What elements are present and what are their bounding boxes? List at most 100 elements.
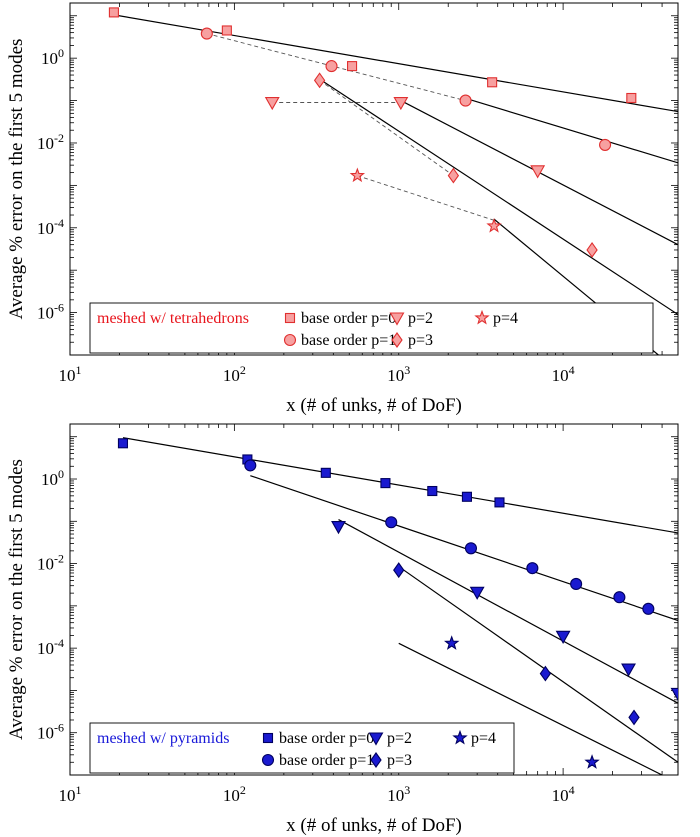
plot-frame [69, 423, 679, 776]
fit-line-p-3 [398, 566, 678, 763]
data-point-p-2 [469, 586, 485, 600]
data-point-p-4 [584, 754, 600, 769]
data-point-base-order-p-0 [626, 92, 637, 104]
plot-data [108, 7, 678, 355]
legend-label-p-3: p=3 [387, 752, 412, 769]
data-point-base-order-p-1 [464, 542, 478, 555]
data-point-base-order-p-0 [117, 438, 129, 449]
data-point-p-3 [447, 167, 460, 184]
x-tick-label: 101 [59, 363, 82, 385]
data-point-base-order-p-0 [427, 485, 438, 497]
legend-label-base-order-p-1: base order p=1 [301, 332, 396, 349]
data-point-p-4 [349, 167, 366, 183]
legend-box [89, 302, 654, 354]
x-tick-label: 101 [59, 783, 82, 805]
y-axis-label: Average % error on the first 5 modes [6, 39, 27, 320]
data-point-p-4 [486, 217, 502, 233]
connector-p-4 [357, 175, 495, 221]
legend-entry-p-2: p=2 [389, 310, 433, 327]
data-point-base-order-p-0 [347, 61, 358, 72]
legend-title: meshed w/ tetrahedrons [97, 310, 249, 327]
legend-entry-p-2: p=2 [368, 730, 412, 747]
data-point-p-3 [313, 72, 326, 89]
data-point-base-order-p-1 [459, 94, 472, 107]
legend-box [89, 722, 515, 774]
fit-line-p-3 [319, 78, 678, 316]
legend-entry-p-4: p=4 [474, 309, 518, 327]
legend-title: meshed w/ pyramids [97, 730, 229, 747]
fit-line-p-2 [338, 519, 678, 704]
data-point-base-order-p-1 [570, 577, 583, 590]
legend-label-p-4: p=4 [471, 730, 496, 747]
data-point-base-order-p-1 [613, 591, 626, 604]
legend-label-base-order-p-0: base order p=0 [279, 730, 374, 747]
data-point-base-order-p-1 [244, 459, 257, 472]
fit-line-base-order-p-1 [465, 97, 678, 164]
legend-entry-base-order-p-0: base order p=0 [262, 730, 374, 747]
legend-entry-p-4: p=4 [452, 729, 496, 747]
data-point-base-order-p-1 [642, 602, 655, 615]
legend-marker-p-4 [474, 309, 490, 325]
x-axis-label: x (# of unks, # of DoF) [286, 395, 462, 416]
legend-marker-p-4 [452, 729, 468, 745]
fit-line-p-4 [398, 642, 663, 775]
legend-entry-base-order-p-1: base order p=1 [261, 752, 374, 769]
legend-marker-base-order-p-0 [284, 312, 296, 324]
x-tick-label: 104 [552, 363, 575, 385]
x-tick-label: 103 [387, 363, 410, 385]
data-point-p-2 [264, 96, 280, 111]
data-point-p-3 [586, 242, 598, 258]
y-axis: 100 10-2 10-4 10-6 Average % error on the fi… [6, 423, 678, 776]
y-axis: 100 10-2 10-4 10-6 Average % error on the fi… [6, 2, 678, 356]
x-tick-label: 104 [552, 783, 575, 805]
data-point-base-order-p-1 [526, 562, 539, 575]
fit-line-base-order-p-1 [250, 475, 678, 622]
connector-p-3 [319, 79, 454, 176]
y-tick-label: 10-6 [37, 721, 64, 743]
data-point-p-2 [530, 165, 546, 179]
x-tick-label: 103 [387, 783, 410, 805]
y-tick-label: 10-2 [37, 552, 64, 574]
data-point-base-order-p-1 [200, 27, 213, 40]
legend-entry-base-order-p-1: base order p=1 [283, 332, 396, 349]
data-point-p-4 [443, 635, 460, 650]
data-point-p-2 [621, 663, 636, 677]
legend-marker-p-2 [389, 312, 405, 326]
y-tick-label: 10-2 [37, 131, 64, 153]
data-point-base-order-p-1 [599, 138, 612, 151]
legend-label-base-order-p-1: base order p=1 [279, 752, 374, 769]
y-tick-label: 10-4 [37, 216, 64, 238]
legend-entry-p-3: p=3 [370, 752, 412, 769]
plot-data [117, 437, 678, 775]
data-point-p-2 [331, 521, 346, 535]
data-point-base-order-p-0 [380, 478, 391, 489]
legend-marker-p-2 [368, 732, 384, 746]
data-point-p-2 [393, 96, 409, 111]
legend-label-base-order-p-0: base order p=0 [301, 310, 396, 327]
legend-entry-base-order-p-0: base order p=0 [284, 310, 396, 327]
y-axis-label: Average % error on the first 5 modes [6, 459, 27, 740]
data-point-p-2 [670, 687, 678, 702]
plot-frame [69, 2, 679, 356]
x-axis-label: x (# of unks, # of DoF) [286, 815, 462, 836]
legend-label-p-4: p=4 [493, 310, 518, 327]
x-axis: 101 102 103 104 x (# of unks, # of DoF) [59, 424, 679, 836]
y-tick-label: 10-4 [37, 636, 64, 658]
x-tick-label: 102 [223, 363, 246, 385]
data-point-base-order-p-0 [487, 77, 498, 88]
legend: meshed w/ tetrahedrons base order p=0 p=2 p… [89, 302, 654, 354]
data-point-base-order-p-0 [221, 25, 232, 36]
legend-label-p-3: p=3 [408, 332, 433, 349]
data-point-p-2 [555, 630, 571, 644]
data-point-base-order-p-0 [461, 491, 472, 502]
data-point-base-order-p-1 [325, 60, 338, 73]
data-point-p-3 [539, 665, 552, 682]
x-tick-label: 102 [223, 783, 246, 805]
legend-label-p-2: p=2 [387, 730, 412, 747]
legend-marker-p-3 [370, 752, 382, 768]
legend-entry-p-3: p=3 [391, 332, 433, 349]
data-point-p-3 [393, 562, 405, 579]
